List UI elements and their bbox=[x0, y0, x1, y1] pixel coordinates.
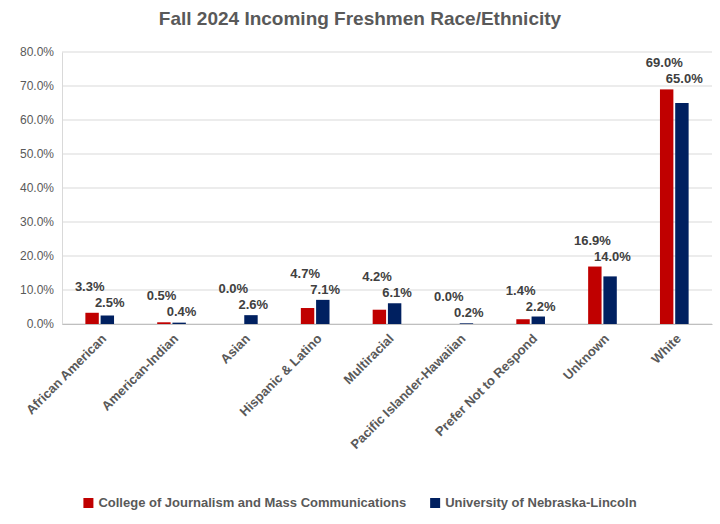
grid-line bbox=[62, 188, 712, 189]
data-label: 7.1% bbox=[310, 282, 340, 297]
x-tick-label: Unknown bbox=[560, 331, 612, 383]
bar bbox=[660, 89, 673, 324]
x-axis-line bbox=[63, 324, 713, 325]
x-tick-label: White bbox=[648, 331, 684, 367]
data-label: 3.3% bbox=[75, 279, 105, 294]
grid-line bbox=[62, 52, 712, 53]
data-label: 6.1% bbox=[382, 285, 412, 300]
grid-line bbox=[62, 86, 712, 87]
bar bbox=[675, 103, 688, 324]
data-label: 0.0% bbox=[434, 289, 464, 304]
data-label: 0.5% bbox=[147, 288, 177, 303]
bar bbox=[101, 316, 114, 325]
x-tick: White bbox=[648, 324, 684, 367]
legend-item: University of Nebraska-Lincoln bbox=[430, 495, 636, 510]
series bbox=[101, 103, 689, 324]
x-tick-label: Multiracial bbox=[341, 331, 397, 387]
legend-label: University of Nebraska-Lincoln bbox=[445, 495, 636, 510]
legend-item: College of Journalism and Mass Communica… bbox=[83, 495, 406, 510]
data-label: 4.2% bbox=[362, 269, 392, 284]
grid-line bbox=[62, 120, 712, 121]
legend: College of Journalism and Mass Communica… bbox=[83, 495, 636, 510]
bars bbox=[85, 89, 688, 324]
grid-line bbox=[62, 222, 712, 223]
y-tick: 20.0% bbox=[20, 249, 62, 263]
x-tick: Pacific Islander-Hawaiian bbox=[347, 324, 468, 452]
data-label: 69.0% bbox=[646, 55, 683, 70]
x-tick: African American bbox=[23, 324, 109, 417]
x-tick-label: Pacific Islander-Hawaiian bbox=[347, 331, 468, 452]
x-tick-label: Hispanic & Latino bbox=[237, 331, 325, 419]
y-tick-label: 30.0% bbox=[20, 215, 54, 229]
x-tick-label: Asian bbox=[217, 331, 253, 367]
bar bbox=[588, 267, 601, 324]
grid bbox=[62, 52, 712, 324]
y-tick-label: 60.0% bbox=[20, 113, 54, 127]
data-label: 16.9% bbox=[574, 233, 611, 248]
data-label: 65.0% bbox=[666, 71, 703, 86]
x-axis: African AmericanAmerican-Indian AsianHisp… bbox=[23, 324, 713, 452]
data-label: 2.6% bbox=[239, 297, 269, 312]
x-tick: Hispanic & Latino bbox=[237, 324, 325, 419]
data-label: 0.4% bbox=[167, 304, 197, 319]
y-tick-label: 50.0% bbox=[20, 147, 54, 161]
data-label: 0.2% bbox=[454, 305, 484, 320]
y-tick-label: 20.0% bbox=[20, 249, 54, 263]
bar bbox=[157, 322, 170, 324]
chart: Fall 2024 Incoming Freshmen Race/Ethnici… bbox=[0, 0, 720, 524]
bar bbox=[444, 324, 457, 325]
data-label: 4.7% bbox=[290, 266, 320, 281]
legend-label: College of Journalism and Mass Communica… bbox=[98, 495, 406, 510]
y-tick: 0.0% bbox=[27, 317, 62, 331]
bar bbox=[229, 324, 242, 325]
bar bbox=[373, 310, 386, 324]
x-tick: Multiracial bbox=[341, 324, 397, 387]
bar bbox=[516, 319, 529, 324]
y-tick: 50.0% bbox=[20, 147, 62, 161]
x-tick: American-Indian bbox=[98, 324, 181, 414]
grid-line bbox=[62, 154, 712, 155]
bar bbox=[316, 300, 329, 324]
legend-swatch bbox=[430, 498, 440, 508]
data-labels: 3.3%2.5%0.5%0.4%0.0%2.6%4.7%7.1%4.2%6.1%… bbox=[75, 55, 703, 320]
bar bbox=[301, 308, 314, 324]
y-tick-label: 10.0% bbox=[20, 283, 54, 297]
bar bbox=[244, 315, 257, 324]
x-tick-label: African American bbox=[23, 331, 109, 417]
y-tick-label: 40.0% bbox=[20, 181, 54, 195]
data-label: 2.2% bbox=[526, 299, 556, 314]
y-tick: 80.0% bbox=[20, 45, 62, 59]
y-tick: 10.0% bbox=[20, 283, 62, 297]
y-axis: 0.0% 10.0% 20.0% 30.0% 40.0% 50.0% 60.0% 70.0% 8… bbox=[20, 45, 63, 331]
bar bbox=[603, 276, 616, 324]
y-tick-label: 70.0% bbox=[20, 79, 54, 93]
y-tick: 60.0% bbox=[20, 113, 62, 127]
bar bbox=[172, 323, 185, 324]
x-tick-label: Prefer Not to Respond bbox=[432, 331, 540, 439]
bar bbox=[388, 303, 401, 324]
y-axis-line bbox=[62, 53, 63, 325]
y-tick: 70.0% bbox=[20, 79, 62, 93]
title: Fall 2024 Incoming Freshmen Race/Ethnici… bbox=[159, 8, 562, 29]
y-tick-label: 80.0% bbox=[20, 45, 54, 59]
x-tick: Prefer Not to Respond bbox=[432, 324, 540, 439]
data-label: 0.0% bbox=[219, 281, 249, 296]
bar bbox=[460, 323, 473, 324]
bar bbox=[85, 313, 98, 324]
y-tick: 30.0% bbox=[20, 215, 62, 229]
data-label: 14.0% bbox=[594, 249, 631, 264]
x-tick: Unknown bbox=[560, 324, 612, 383]
x-tick: Asian bbox=[217, 324, 253, 367]
series bbox=[85, 89, 673, 324]
data-label: 2.5% bbox=[95, 295, 125, 310]
y-tick-label: 0.0% bbox=[27, 317, 55, 331]
y-tick: 40.0% bbox=[20, 181, 62, 195]
legend-swatch bbox=[83, 498, 93, 508]
bar bbox=[532, 317, 545, 324]
data-label: 1.4% bbox=[506, 283, 536, 298]
x-tick-label: American-Indian bbox=[98, 331, 181, 414]
